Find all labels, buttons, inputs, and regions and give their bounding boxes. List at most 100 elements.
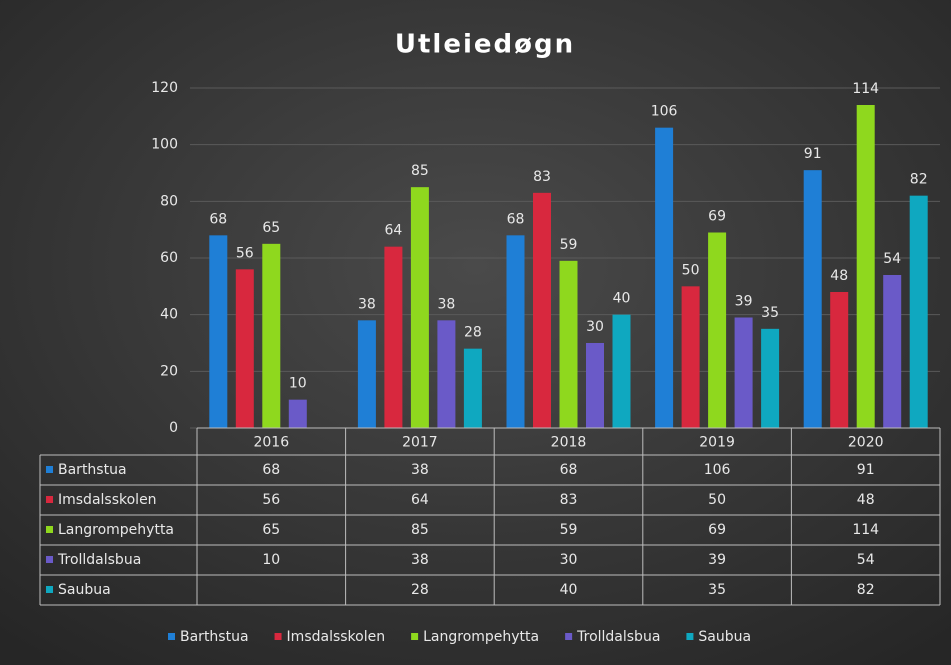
bar	[909, 195, 928, 428]
table-row-label: Trolldalsbua	[57, 552, 141, 568]
x-tick-label: 2016	[253, 435, 289, 451]
table-cell: 50	[708, 492, 726, 508]
data-label: 106	[651, 104, 678, 120]
data-label: 68	[507, 211, 525, 227]
table-cell: 35	[708, 582, 726, 598]
data-label: 50	[682, 262, 700, 278]
table-cell: 114	[852, 522, 879, 538]
legend-label: Trolldalsbua	[576, 629, 660, 645]
data-label: 39	[735, 294, 753, 310]
data-label: 69	[708, 209, 726, 225]
data-label: 30	[586, 319, 604, 335]
data-label: 10	[289, 376, 307, 392]
bar	[708, 232, 727, 428]
legend-key	[565, 633, 573, 640]
bar	[357, 320, 376, 428]
table-cell: 68	[560, 462, 578, 478]
data-label: 56	[236, 245, 254, 261]
table-cell: 48	[857, 492, 875, 508]
data-label: 91	[804, 146, 822, 162]
table-legend-key	[46, 466, 53, 473]
table-cell: 40	[560, 582, 578, 598]
legend-label: Langrompehytta	[423, 629, 539, 645]
table-row-label: Barthstua	[58, 462, 127, 478]
data-label: 59	[560, 237, 578, 253]
data-label: 82	[910, 172, 928, 188]
data-label: 38	[358, 296, 376, 312]
bar	[883, 275, 902, 428]
table-legend-key	[46, 526, 53, 533]
table-cell: 38	[411, 462, 429, 478]
bar	[612, 314, 631, 428]
data-label: 68	[209, 211, 227, 227]
table-cell: 106	[704, 462, 731, 478]
bar	[506, 235, 525, 428]
data-label: 83	[533, 169, 551, 185]
data-label: 64	[384, 223, 402, 239]
y-tick-label: 120	[151, 80, 178, 96]
data-label: 35	[761, 305, 779, 321]
bar	[209, 235, 228, 428]
bar	[235, 269, 254, 428]
table-cell: 28	[411, 582, 429, 598]
table-cell: 64	[411, 492, 429, 508]
bar	[262, 243, 281, 428]
y-tick-label: 60	[160, 250, 178, 266]
table-cell: 10	[262, 552, 280, 568]
data-label: 85	[411, 163, 429, 179]
table-cell: 65	[262, 522, 280, 538]
bar	[437, 320, 456, 428]
x-tick-label: 2020	[848, 435, 884, 451]
legend-key	[274, 633, 282, 640]
bar	[803, 170, 822, 428]
x-tick-label: 2018	[551, 435, 587, 451]
table-row-label: Saubua	[58, 582, 111, 598]
bar	[586, 343, 604, 428]
data-label: 48	[830, 268, 848, 284]
table-cell: 82	[857, 582, 875, 598]
bar	[410, 187, 429, 428]
chart-title: Utleiedøgn	[395, 30, 575, 60]
bar	[655, 127, 674, 429]
bar	[384, 246, 403, 428]
data-label: 40	[613, 291, 631, 307]
table-legend-key	[46, 496, 53, 503]
bar	[288, 399, 307, 428]
table-cell: 91	[857, 462, 875, 478]
bar	[533, 192, 551, 428]
table-row-label: Langrompehytta	[58, 522, 174, 538]
table-cell: 30	[560, 552, 578, 568]
bar	[559, 260, 578, 428]
x-tick-label: 2017	[402, 435, 438, 451]
bar	[830, 292, 849, 428]
data-label: 114	[852, 81, 879, 97]
table-cell: 68	[262, 462, 280, 478]
table-legend-key	[46, 586, 53, 593]
y-tick-label: 0	[169, 420, 178, 436]
data-label: 54	[883, 251, 901, 267]
bar	[463, 348, 482, 428]
y-tick-label: 100	[151, 137, 178, 153]
table-cell: 54	[857, 552, 875, 568]
data-label: 28	[464, 325, 482, 341]
table-legend-key	[46, 556, 53, 563]
y-tick-label: 40	[160, 307, 178, 323]
bar	[856, 105, 875, 428]
table-cell: 56	[262, 492, 280, 508]
table-cell: 59	[560, 522, 578, 538]
y-tick-label: 80	[160, 193, 178, 209]
bar	[681, 286, 700, 428]
legend-label: Saubua	[698, 629, 751, 645]
legend-key	[168, 633, 175, 640]
table-cell: 69	[708, 522, 726, 538]
legend-key	[686, 633, 694, 640]
table-cell: 38	[411, 552, 429, 568]
legend-label: Imsdalsskolen	[287, 629, 386, 645]
data-label: 38	[437, 296, 455, 312]
y-tick-label: 20	[160, 363, 178, 379]
table-row-label: Imsdalsskolen	[58, 492, 157, 508]
table-cell: 85	[411, 522, 429, 538]
table-cell: 39	[708, 552, 726, 568]
